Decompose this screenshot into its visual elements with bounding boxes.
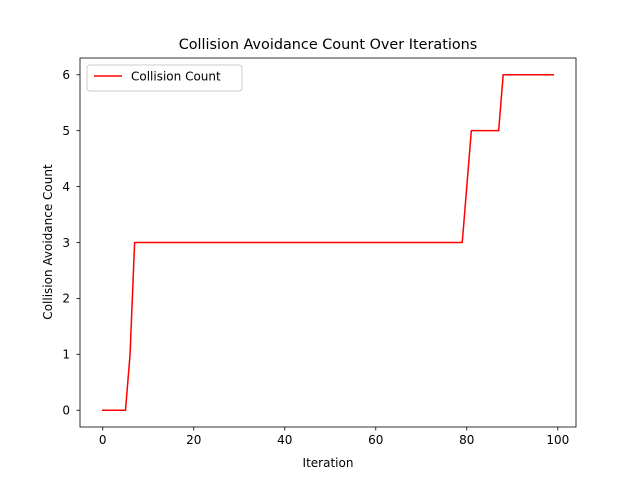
x-tick-label: 40 (277, 433, 292, 447)
y-axis-label: Collision Avoidance Count (41, 164, 55, 320)
y-tick-label: 2 (62, 292, 70, 306)
y-axis-ticks: 0 1 2 3 4 5 6 (62, 68, 80, 418)
y-tick-label: 1 (62, 348, 70, 362)
y-tick-label: 4 (62, 180, 70, 194)
x-axis-label: Iteration (303, 456, 354, 470)
x-axis-ticks: 0 20 40 60 80 100 (99, 427, 569, 447)
x-tick-label: 0 (99, 433, 107, 447)
legend-box (86, 64, 243, 92)
y-tick-label: 3 (62, 236, 70, 250)
chart-title: Collision Avoidance Count Over Iteration… (179, 37, 478, 53)
legend: Collision Count (86, 64, 243, 92)
series-line-0 (102, 74, 554, 411)
x-tick-label: 60 (368, 433, 383, 447)
x-tick-label: 20 (186, 433, 201, 447)
y-tick-label: 6 (62, 68, 70, 82)
y-tick-label: 0 (62, 404, 70, 418)
x-tick-label: 80 (459, 433, 474, 447)
x-tick-label: 100 (546, 433, 569, 447)
legend-label-collision-count: Collision Count (131, 70, 221, 84)
chart-marks (102, 74, 554, 411)
y-tick-label: 5 (62, 124, 70, 138)
